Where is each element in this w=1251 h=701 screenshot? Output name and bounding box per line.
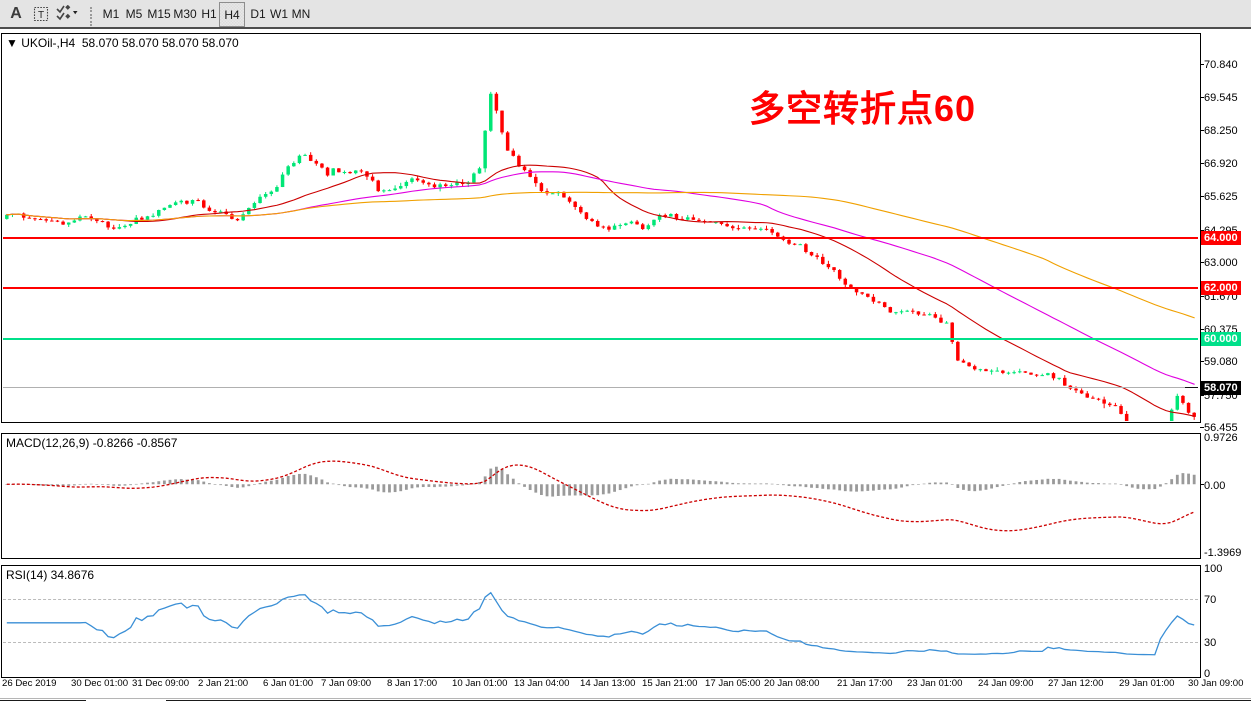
svg-text:T: T: [38, 10, 44, 21]
